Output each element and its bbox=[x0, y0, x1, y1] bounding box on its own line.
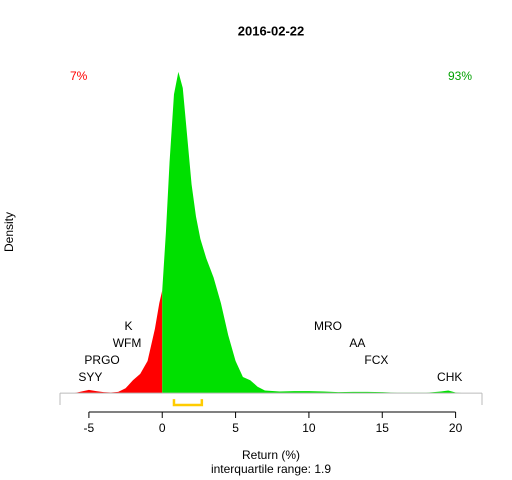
x-tick-label: 0 bbox=[159, 421, 166, 435]
annotation: 93% bbox=[448, 69, 472, 83]
point-label: FCX bbox=[364, 353, 388, 367]
point-label: WFM bbox=[113, 336, 142, 350]
density-area bbox=[74, 290, 163, 394]
x-tick-label: 15 bbox=[376, 421, 390, 435]
point-label: CHK bbox=[437, 370, 462, 384]
y-axis-label: Density bbox=[2, 212, 16, 252]
iqr-bracket bbox=[172, 399, 204, 407]
point-label: MRO bbox=[314, 319, 342, 333]
density-area bbox=[162, 71, 463, 394]
x-tick-label: 10 bbox=[302, 421, 316, 435]
chart-title: 2016-02-22 bbox=[238, 23, 305, 38]
x-tick-label: -5 bbox=[84, 421, 95, 435]
x-tick-label: 5 bbox=[232, 421, 239, 435]
point-label: AA bbox=[349, 336, 365, 350]
point-label: PRGO bbox=[84, 353, 119, 367]
x-axis-label: Return (%) bbox=[242, 448, 300, 462]
point-label: SYY bbox=[78, 370, 102, 384]
subtitle: interquartile range: 1.9 bbox=[211, 462, 331, 476]
x-tick-label: 20 bbox=[449, 421, 463, 435]
annotation: 7% bbox=[70, 69, 88, 83]
point-label: K bbox=[124, 319, 132, 333]
